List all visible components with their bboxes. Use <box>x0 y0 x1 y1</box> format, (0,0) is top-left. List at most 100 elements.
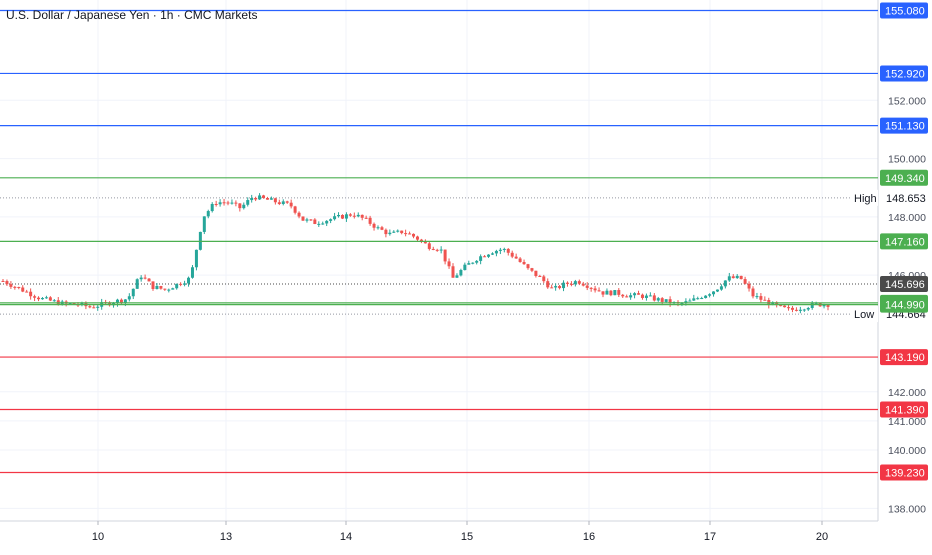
candle-body <box>494 250 498 254</box>
candle-body <box>798 309 802 311</box>
candle-body <box>779 305 783 307</box>
candle-body <box>33 296 37 298</box>
candles <box>1 193 830 314</box>
candle-body <box>763 299 767 301</box>
candle-body <box>119 299 123 303</box>
y-tick-label: 148.000 <box>888 212 926 224</box>
candle-body <box>704 295 708 299</box>
level-tag-target <box>880 233 928 250</box>
candle-body <box>459 270 463 276</box>
candle-body <box>123 299 127 303</box>
y-tick-label: 150.000 <box>888 154 926 166</box>
candle-body <box>487 254 491 257</box>
candle-body <box>502 248 506 250</box>
candle-body <box>285 201 289 203</box>
level-tag-label: 144.990 <box>885 300 925 312</box>
candle-body <box>408 233 412 235</box>
candle-body <box>455 275 459 278</box>
candle-body <box>483 256 487 258</box>
candle-body <box>37 297 41 300</box>
candle-body <box>230 202 234 204</box>
y-tick-label: 138.000 <box>888 503 926 515</box>
level-tag-support <box>880 349 928 366</box>
high-name: High <box>854 193 877 205</box>
level-tag-label: 141.390 <box>885 405 925 417</box>
candle-body <box>329 219 333 221</box>
candle-body <box>171 288 175 290</box>
candle-body <box>613 290 617 296</box>
candle-body <box>281 201 285 204</box>
y-tick-label: 140.000 <box>888 445 926 457</box>
y-tick-label: 152.000 <box>888 95 926 107</box>
candle-body <box>747 283 751 289</box>
candle-body <box>506 248 510 253</box>
candle-body <box>558 286 562 289</box>
candle-body <box>810 302 814 308</box>
candle-body <box>633 293 637 296</box>
candle-body <box>9 284 13 287</box>
level-tag-support <box>880 401 928 418</box>
candle-body <box>337 214 341 217</box>
candle-body <box>518 258 522 262</box>
candle-body <box>246 200 250 205</box>
x-tick-label: 16 <box>583 531 595 543</box>
candle-body <box>727 276 731 281</box>
candle-body <box>550 287 554 289</box>
candle-body <box>364 217 368 219</box>
candle-body <box>376 227 380 229</box>
candle-body <box>179 283 183 285</box>
candle-body <box>40 298 44 300</box>
candle-body <box>605 290 609 295</box>
candle-body <box>289 202 293 207</box>
candle-body <box>802 309 806 311</box>
candle-body <box>139 277 143 280</box>
candle-body <box>25 291 29 293</box>
candle-body <box>510 252 514 257</box>
candle-body <box>423 241 427 244</box>
candle-body <box>5 281 9 285</box>
candle-body <box>787 307 791 309</box>
candle-body <box>743 279 747 284</box>
candle-body <box>190 267 194 278</box>
candle-body <box>755 296 759 298</box>
candle-body <box>739 275 743 280</box>
candle-body <box>790 307 794 310</box>
candle-body <box>226 202 230 204</box>
level-tag-label: 143.190 <box>885 352 925 364</box>
candle-body <box>680 303 684 305</box>
candle-body <box>368 217 372 224</box>
candle-body <box>712 291 716 295</box>
level-tag-label: 139.230 <box>885 467 925 479</box>
candle-body <box>644 295 648 298</box>
candle-body <box>593 288 597 291</box>
candle-body <box>806 307 810 310</box>
candle-body <box>427 243 431 249</box>
candle-body <box>637 293 641 295</box>
x-tick-label: 14 <box>340 531 352 543</box>
candle-body <box>415 236 419 240</box>
candle-body <box>52 300 56 302</box>
candle-body <box>277 202 281 204</box>
candle-body <box>479 256 483 261</box>
candle-body <box>388 232 392 235</box>
candle-body <box>309 219 313 221</box>
candle-body <box>692 298 696 301</box>
candle-body <box>356 214 360 217</box>
x-tick-label: 15 <box>461 531 473 543</box>
candle-body <box>640 294 644 298</box>
candle-body <box>384 229 388 235</box>
candle-body <box>44 297 48 299</box>
candle-body <box>250 197 254 201</box>
level-tag-label: 149.340 <box>885 173 925 185</box>
candle-body <box>135 279 139 289</box>
candle-body <box>380 227 384 230</box>
candle-body <box>708 294 712 296</box>
candle-body <box>396 230 400 232</box>
candle-body <box>735 275 739 279</box>
x-tick-label: 10 <box>92 531 104 543</box>
candle-body <box>573 281 577 285</box>
candle-body <box>340 214 344 219</box>
candle-body <box>269 198 273 200</box>
